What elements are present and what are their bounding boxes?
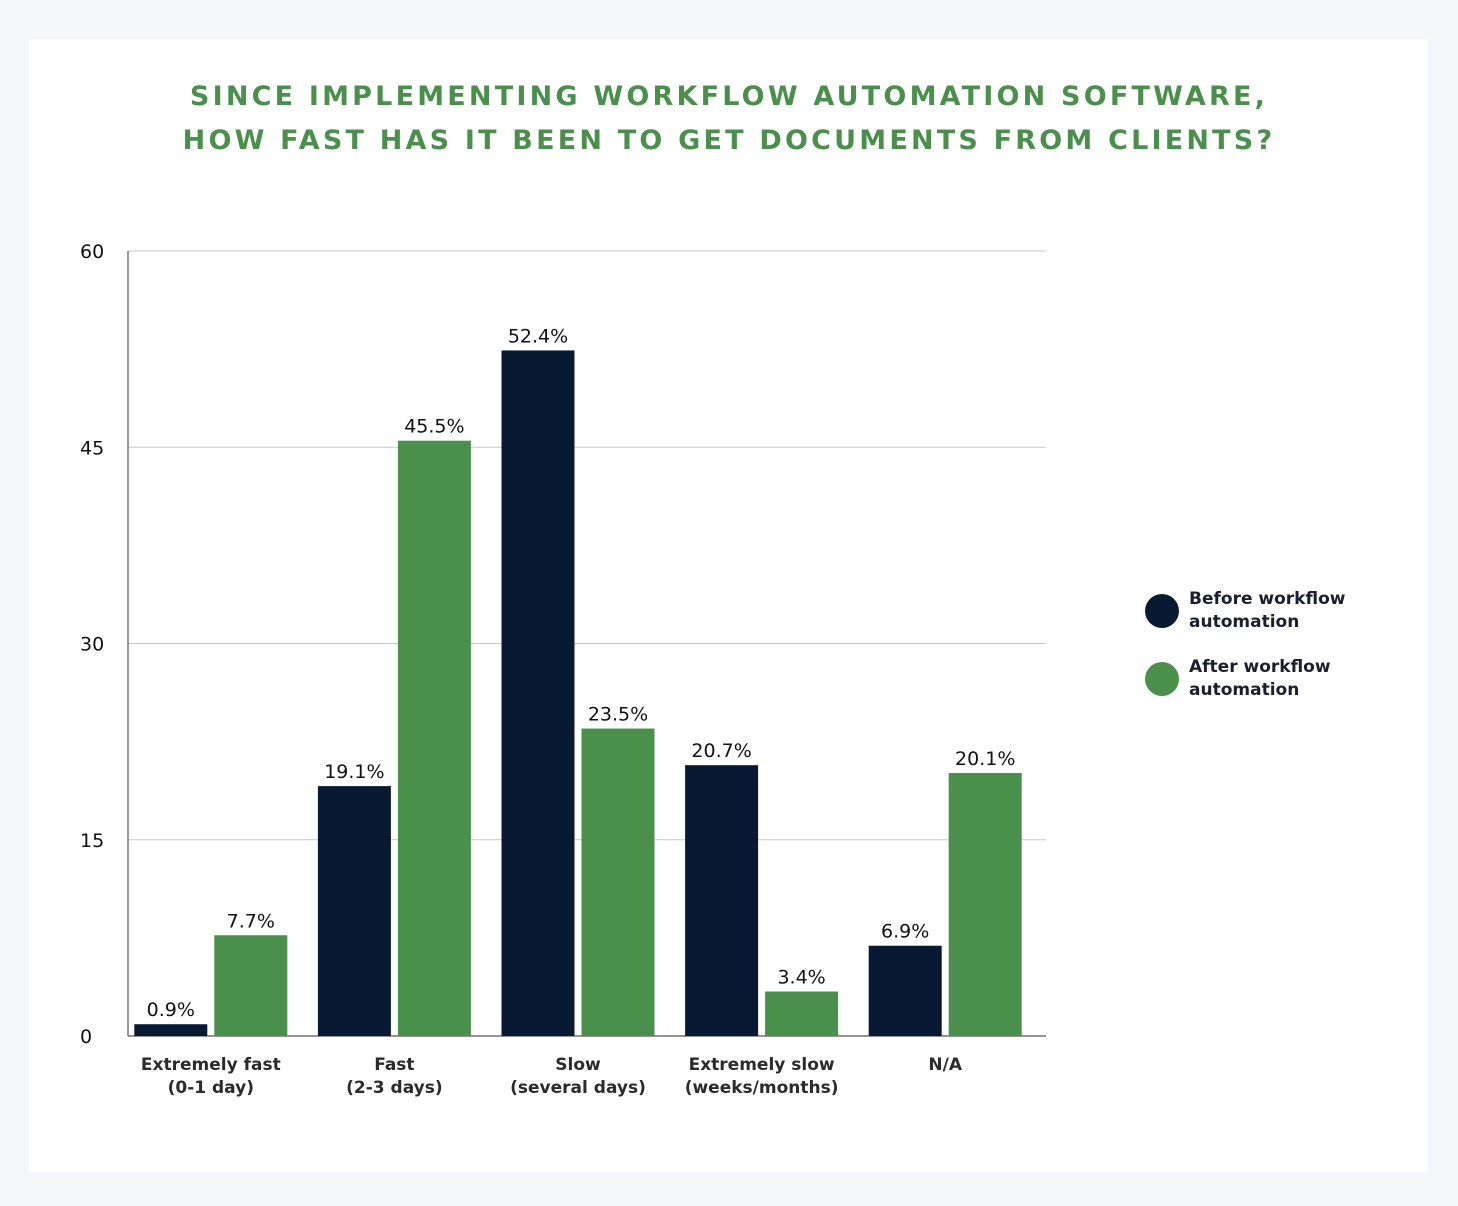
legend-item-before: Before workflow automation bbox=[1145, 588, 1435, 634]
legend-label-after: After workflow automation bbox=[1189, 657, 1331, 700]
x-category-label: Slow bbox=[555, 1055, 601, 1075]
y-tick-label: 60 bbox=[80, 241, 104, 263]
bar-after bbox=[765, 991, 839, 1036]
data-label: 20.7% bbox=[691, 740, 751, 762]
legend-swatch-before bbox=[1145, 594, 1179, 628]
bar-before bbox=[868, 945, 942, 1036]
x-category-label: (0-1 day) bbox=[168, 1078, 254, 1098]
data-label: 6.9% bbox=[881, 921, 929, 943]
bar-before bbox=[317, 786, 391, 1036]
x-category-label: Extremely fast bbox=[141, 1055, 281, 1075]
x-category-label: (several days) bbox=[510, 1078, 646, 1098]
data-label: 45.5% bbox=[404, 416, 464, 438]
y-tick-label: 15 bbox=[80, 830, 104, 852]
chart-title-line-2: HOW FAST HAS IT BEEN TO GET DOCUMENTS FR… bbox=[182, 125, 1276, 156]
chart-title-line-1: SINCE IMPLEMENTING WORKFLOW AUTOMATION S… bbox=[189, 81, 1269, 112]
bar-before bbox=[134, 1024, 208, 1036]
data-label: 20.1% bbox=[955, 748, 1015, 770]
y-tick-label: 30 bbox=[80, 634, 104, 656]
chart-title: SINCE IMPLEMENTING WORKFLOW AUTOMATION S… bbox=[0, 75, 1458, 163]
bar-before bbox=[501, 350, 575, 1036]
x-category-label: N/A bbox=[928, 1055, 962, 1075]
data-label: 7.7% bbox=[227, 910, 275, 932]
bar-after bbox=[581, 728, 655, 1036]
legend-swatch-after bbox=[1145, 662, 1179, 696]
data-label: 23.5% bbox=[588, 704, 648, 726]
y-tick-label: 45 bbox=[80, 437, 104, 459]
data-label: 52.4% bbox=[508, 325, 568, 347]
y-tick-label: 0 bbox=[80, 1026, 92, 1048]
data-label: 0.9% bbox=[147, 999, 195, 1021]
chart-legend: Before workflow automation After workflo… bbox=[1145, 588, 1435, 724]
bar-after bbox=[397, 440, 471, 1036]
data-label: 3.4% bbox=[777, 967, 825, 989]
bar-after bbox=[948, 773, 1022, 1036]
x-category-label: (2-3 days) bbox=[346, 1078, 443, 1098]
bar-after bbox=[214, 935, 288, 1036]
x-category-label: Fast bbox=[374, 1055, 414, 1075]
legend-label-before: Before workflow automation bbox=[1189, 589, 1346, 632]
x-category-label: (weeks/months) bbox=[685, 1078, 839, 1098]
legend-item-after: After workflow automation bbox=[1145, 656, 1435, 702]
data-label: 19.1% bbox=[324, 761, 384, 783]
x-category-label: Extremely slow bbox=[689, 1055, 835, 1075]
bar-before bbox=[685, 765, 759, 1036]
